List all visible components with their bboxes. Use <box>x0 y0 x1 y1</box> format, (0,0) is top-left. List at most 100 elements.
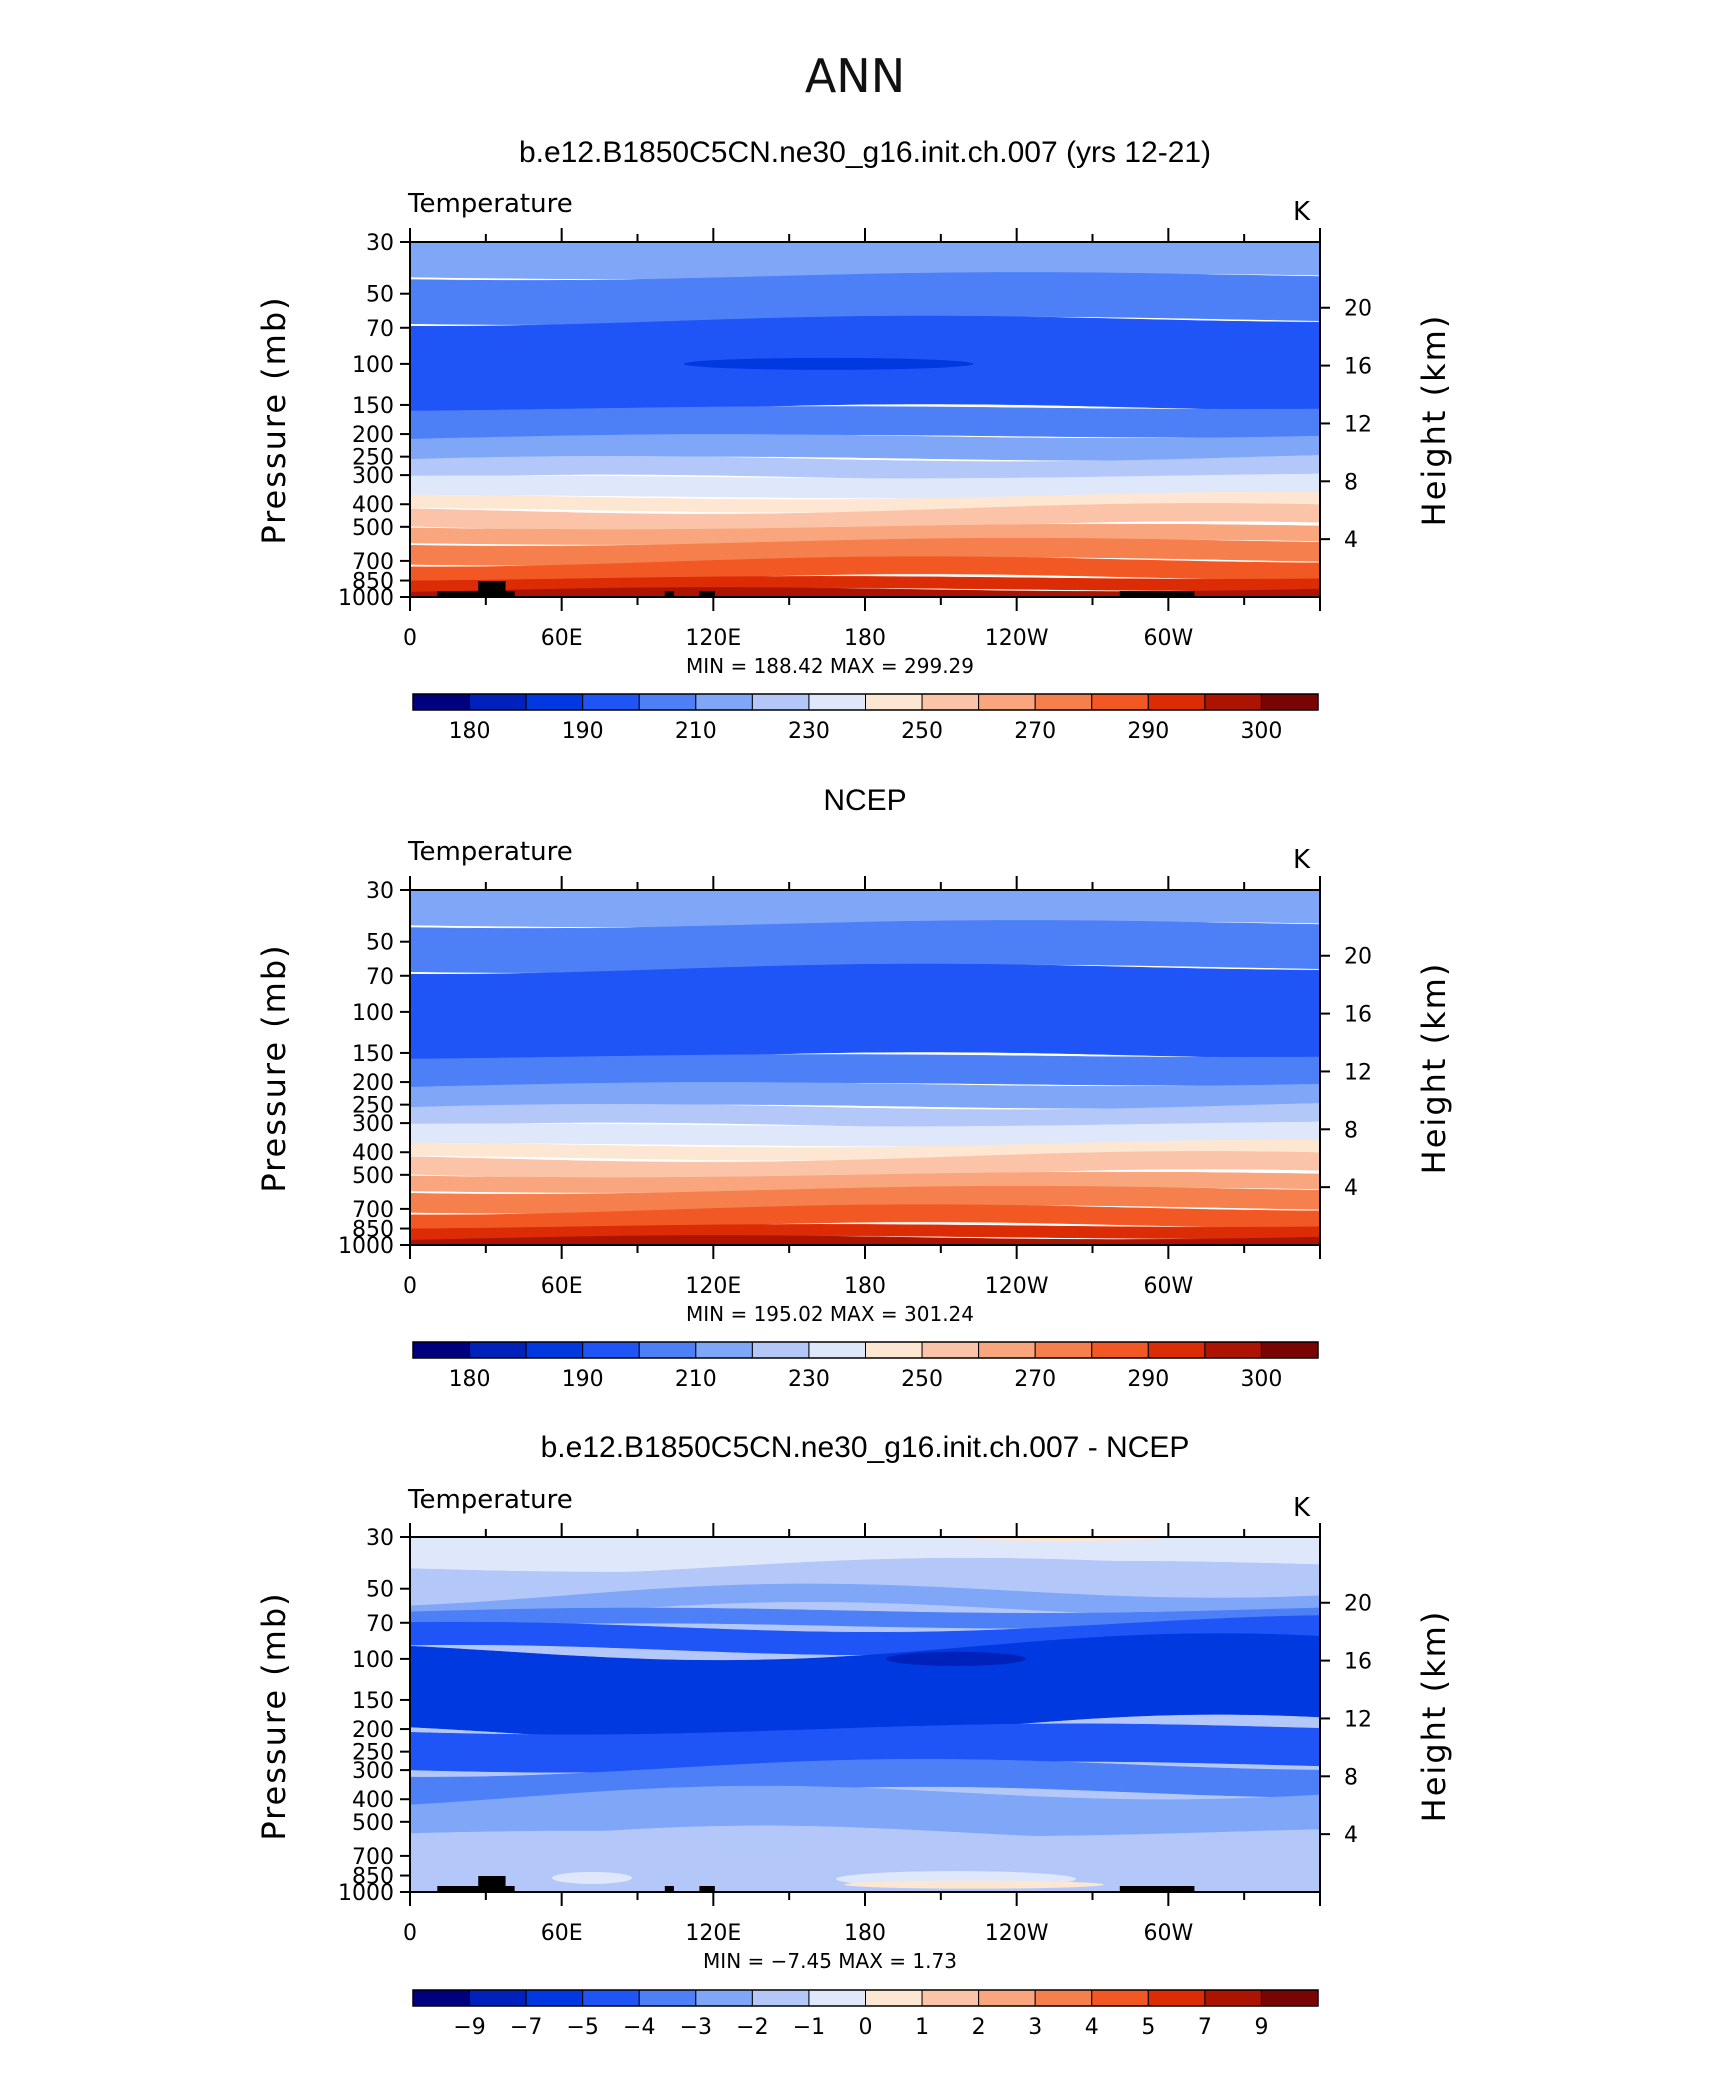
x-tick-label: 60W <box>1143 1921 1193 1946</box>
colorbar: −9 −7 −5 −4 −3 −2 −1 0 1 2 3 4 5 7 9 <box>412 1989 1319 2040</box>
y-tick-label: 300 <box>352 1112 394 1137</box>
y-tick-label: 70 <box>366 317 394 342</box>
x-tick-label: 60W <box>1143 1274 1193 1299</box>
colorbar-box <box>695 693 753 711</box>
contour-band <box>410 1082 1320 1110</box>
colorbar-box <box>978 693 1036 711</box>
y-tick-label: 1000 <box>338 1881 394 1906</box>
colorbar-box <box>921 693 980 711</box>
y-tick-label: 500 <box>352 516 394 541</box>
x-tick-label: 60E <box>541 626 583 651</box>
colorbar-label: 300 <box>1240 719 1282 744</box>
colorbar-label: 230 <box>788 1367 830 1392</box>
colorbar-frame <box>412 693 1319 711</box>
y2-tick-label: 8 <box>1344 1118 1358 1143</box>
y2-tick-label: 20 <box>1344 1592 1372 1617</box>
units-string: K <box>1293 845 1311 875</box>
colorbar-box <box>412 1341 471 1359</box>
colorbar-box <box>582 1341 640 1359</box>
contour-fill <box>410 890 1320 1245</box>
colorbar-box <box>1260 693 1319 711</box>
y2-axis-label: Height (km) <box>1415 314 1453 527</box>
colorbar-box <box>865 1989 923 2007</box>
colorbar-box <box>412 693 471 711</box>
colorbar-box <box>638 1989 697 2007</box>
y-tick-label: 200 <box>352 1071 394 1096</box>
colorbar-box <box>808 1341 866 1359</box>
y2-tick-label: 8 <box>1344 1765 1358 1790</box>
colorbar-box <box>582 693 640 711</box>
colorbar-box <box>1147 1341 1206 1359</box>
colorbar-box <box>865 693 923 711</box>
contour-band <box>410 963 1320 1063</box>
x-tick-label: 60E <box>541 1274 583 1299</box>
contour-band <box>410 1235 1320 1245</box>
y2-axis-label: Height (km) <box>1415 962 1453 1175</box>
colorbar-box <box>978 1989 1036 2007</box>
colorbar-frame <box>412 1989 1319 2007</box>
cold-core <box>683 357 974 370</box>
colorbar-box <box>1091 1341 1149 1359</box>
colorbar-box <box>1034 1341 1093 1359</box>
x-tick-label: 0 <box>403 626 417 651</box>
colorbar-box <box>1034 693 1093 711</box>
colorbar-box <box>525 1989 584 2007</box>
units-string: K <box>1293 1493 1311 1523</box>
contour-band <box>410 1829 1320 1892</box>
colorbar-box <box>1204 1989 1262 2007</box>
colorbar-box <box>808 1989 866 2007</box>
colorbar-box <box>1034 1989 1093 2007</box>
y-tick-label: 500 <box>352 1811 394 1836</box>
land-mask <box>699 591 715 597</box>
land-mask <box>478 581 506 597</box>
min-max-stats: MIN = 195.02 MAX = 301.24 <box>686 1302 974 1326</box>
y-tick-label: 250 <box>352 1741 394 1766</box>
colorbar-box <box>525 1341 584 1359</box>
left-string: Temperature <box>407 1485 573 1515</box>
land-mask <box>437 591 515 597</box>
y2-tick-label: 8 <box>1344 470 1358 495</box>
units-string: K <box>1293 197 1311 227</box>
land-mask <box>664 591 674 597</box>
y2-tick-label: 4 <box>1344 1823 1358 1848</box>
y2-tick-label: 16 <box>1344 355 1372 380</box>
colorbar-label: 2 <box>972 2015 986 2040</box>
colorbar-box <box>1260 1341 1319 1359</box>
land-mask <box>1119 591 1195 597</box>
x-tick-label: 120W <box>985 626 1049 651</box>
colorbar-label: 180 <box>449 1367 491 1392</box>
contour-band <box>410 455 1320 480</box>
y2-tick-label: 12 <box>1344 412 1372 437</box>
colorbar-label: −5 <box>566 2015 598 2040</box>
land-mask <box>664 1886 674 1892</box>
x-tick-label: 180 <box>844 1921 886 1946</box>
y-tick-label: 1000 <box>338 1234 394 1259</box>
colorbar-label: −7 <box>510 2015 542 2040</box>
colorbar-box <box>469 693 527 711</box>
y-tick-label: 850 <box>352 1865 394 1890</box>
y-axis-label: Pressure (mb) <box>255 943 293 1192</box>
contour-band <box>410 1583 1320 1624</box>
colorbar-label: 290 <box>1127 1367 1169 1392</box>
colorbar-label: 1 <box>915 2015 929 2040</box>
contour-band <box>410 1607 1320 1629</box>
y2-tick-label: 20 <box>1344 297 1372 322</box>
colorbar-label: 5 <box>1141 2015 1155 2040</box>
colorbar-label: 190 <box>562 1367 604 1392</box>
colorbar-label: −1 <box>793 2015 825 2040</box>
colorbar-box <box>469 1341 527 1359</box>
contour-band <box>410 1054 1320 1088</box>
colorbar-label: 250 <box>901 719 943 744</box>
y-tick-label: 70 <box>366 965 394 990</box>
colorbar-box <box>921 1989 980 2007</box>
y-tick-label: 30 <box>366 1526 394 1551</box>
colorbar-box <box>695 1989 753 2007</box>
y-axis-label: Pressure (mb) <box>255 295 293 544</box>
y-tick-label: 700 <box>352 1198 394 1223</box>
y-tick-label: 30 <box>366 879 394 904</box>
left-string: Temperature <box>407 189 573 219</box>
warm-patch <box>552 1871 632 1884</box>
